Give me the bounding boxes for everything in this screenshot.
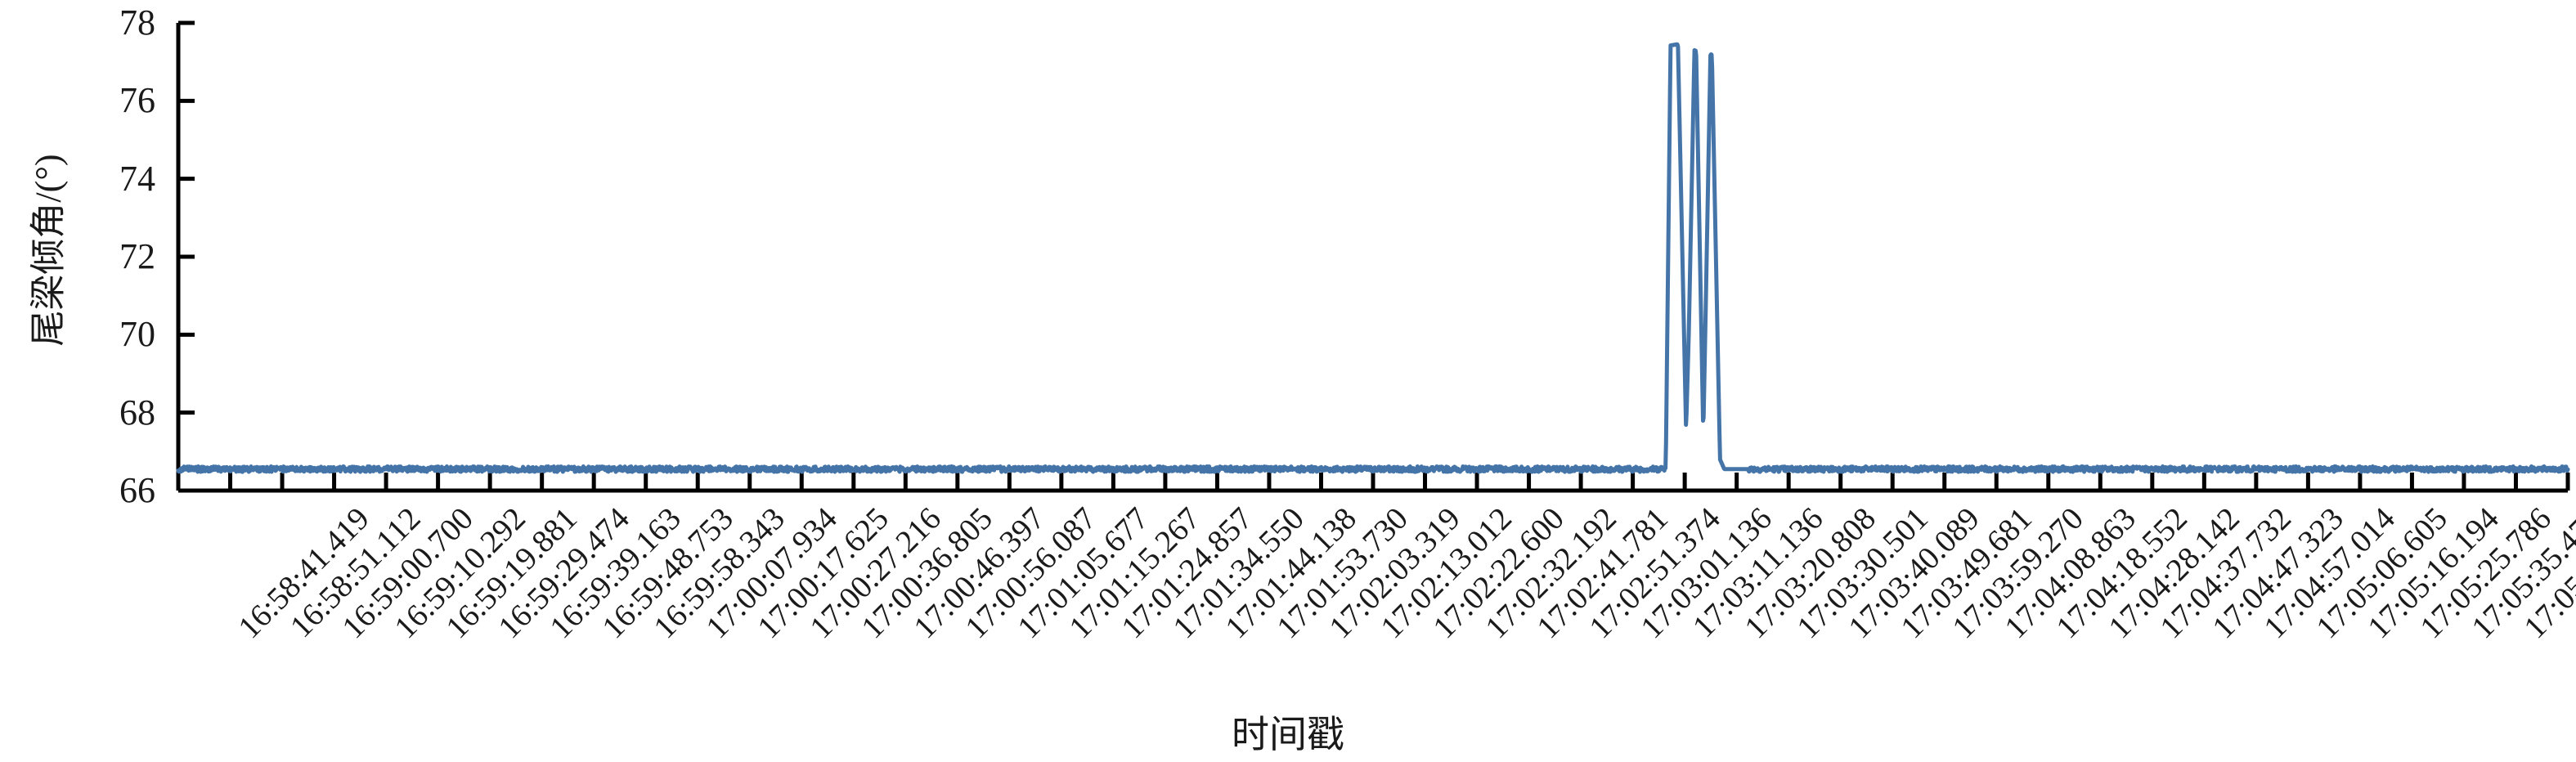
y-axis-tick-label: 68 xyxy=(119,392,155,433)
axis-lines xyxy=(176,23,2568,493)
x-axis-title: 时间戳 xyxy=(1232,714,1344,755)
y-axis-tick-label: 66 xyxy=(119,470,155,510)
y-axis-ticks xyxy=(178,20,195,493)
y-axis-tick-labels: 66 68 70 72 74 76 78 xyxy=(92,0,167,509)
data-line-尾梁倾角 xyxy=(176,42,2570,474)
data-series-layer xyxy=(176,42,2570,474)
y-axis-tick-label: 74 xyxy=(119,158,155,199)
y-axis-tick-label: 78 xyxy=(119,2,155,43)
y-axis-tick-label: 70 xyxy=(119,314,155,355)
y-axis-tick-label: 76 xyxy=(119,80,155,121)
x-axis-ticks xyxy=(176,473,2570,491)
y-axis-tick-label: 72 xyxy=(119,236,155,276)
